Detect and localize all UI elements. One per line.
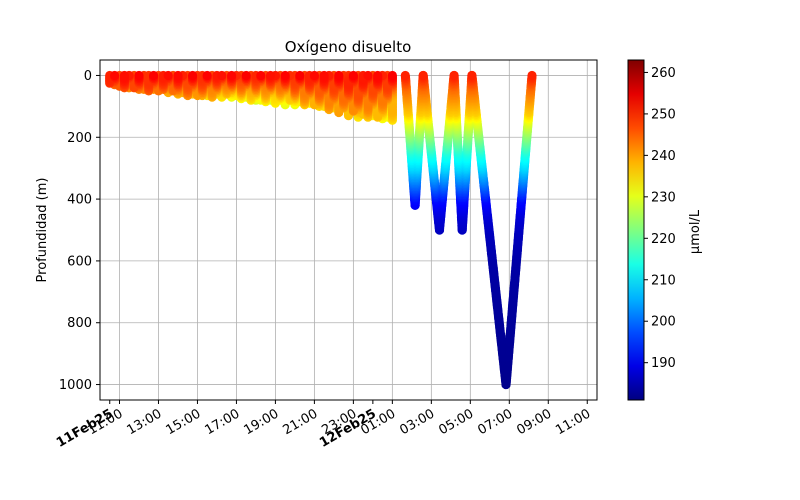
data-point <box>334 70 344 81</box>
colorbar-label: μmol/L <box>688 209 703 254</box>
colorbar-tick-label: 210 <box>651 273 676 288</box>
colorbar-tick-label: 220 <box>651 232 676 247</box>
colorbar-tick-label: 200 <box>651 315 676 330</box>
data-point <box>295 70 305 81</box>
data-point <box>119 70 129 81</box>
data-points <box>105 70 537 390</box>
data-point <box>256 70 266 81</box>
data-point <box>173 70 183 81</box>
data-point <box>110 70 120 81</box>
colorbar-tick-label: 230 <box>651 190 676 205</box>
colorbar <box>627 59 645 401</box>
colorbar-tick-label: 250 <box>651 107 676 122</box>
data-point <box>217 70 227 81</box>
data-point <box>467 70 477 81</box>
data-point <box>348 70 358 81</box>
data-point <box>363 70 373 81</box>
data-point <box>449 70 459 81</box>
y-tick-label: 400 <box>67 193 92 208</box>
plot-frame <box>99 59 598 401</box>
colorbar-tick-label: 240 <box>651 149 676 164</box>
y-tick-label: 600 <box>67 254 92 269</box>
data-point <box>188 70 198 81</box>
data-point <box>387 70 397 81</box>
data-point <box>527 70 537 81</box>
y-tick-label: 1000 <box>59 378 92 393</box>
colorbar-tick-label: 190 <box>651 356 676 371</box>
data-point <box>134 70 144 81</box>
data-point <box>373 70 383 81</box>
y-axis-label: Profundidad (m) <box>35 178 50 283</box>
data-point <box>227 70 237 81</box>
data-point <box>241 70 251 81</box>
data-point <box>202 70 212 81</box>
data-point <box>309 70 319 81</box>
y-tick-label: 800 <box>67 316 92 331</box>
chart-title: Oxígeno disuelto <box>285 38 412 56</box>
data-point <box>400 70 410 81</box>
data-point <box>163 70 173 81</box>
y-tick-label: 0 <box>84 69 92 84</box>
data-point <box>387 104 397 115</box>
data-point <box>280 70 290 81</box>
y-axis-ticks: 0 200 400 600 800 1000 <box>59 69 100 393</box>
colorbar-tick-label: 260 <box>651 66 676 81</box>
data-point <box>265 70 276 81</box>
y-tick-label: 200 <box>67 131 92 146</box>
data-point <box>418 70 428 81</box>
data-point <box>149 70 159 81</box>
data-point <box>319 70 329 81</box>
colorbar-ticks: 190 200 210 220 230 240 250 260 <box>644 66 676 371</box>
